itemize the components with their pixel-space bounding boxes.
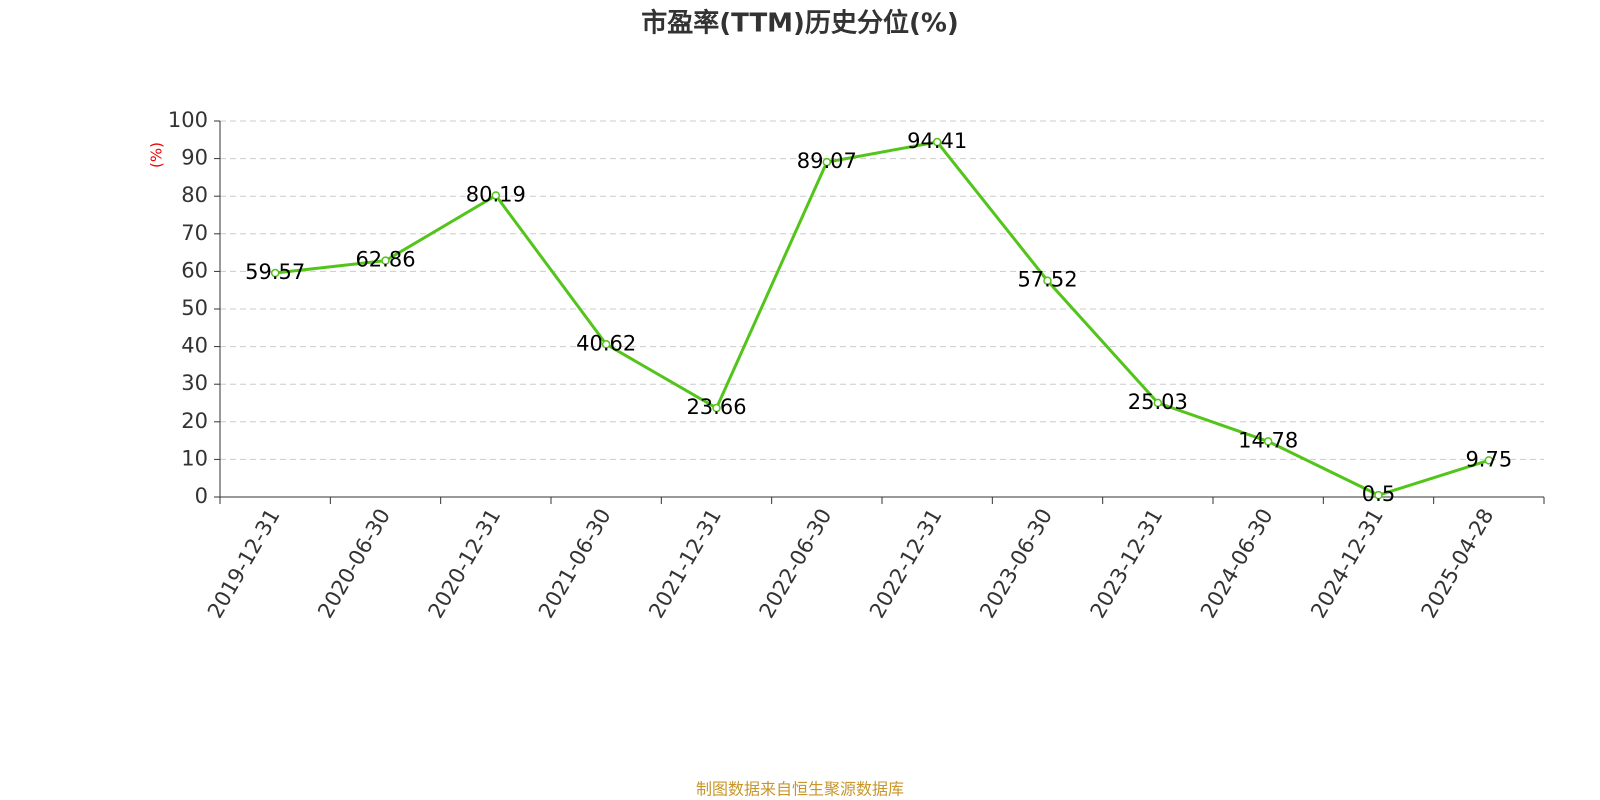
- x-tick-label: 2019-12-31: [203, 505, 285, 623]
- data-point: [1374, 490, 1383, 500]
- source-note: 制图数据来自恒生聚源数据库: [696, 780, 904, 799]
- y-tick-label: 30: [181, 371, 208, 395]
- data-point: [932, 137, 942, 147]
- data-point: [822, 157, 832, 167]
- y-tick-label: 10: [181, 446, 208, 470]
- data-point: [1153, 398, 1163, 408]
- y-axis-label: (%): [148, 142, 166, 168]
- data-label: 59.57: [245, 260, 305, 284]
- y-tick-label: 70: [181, 221, 208, 245]
- data-label: 40.62: [576, 331, 636, 355]
- x-tick-label: 2022-06-30: [755, 505, 837, 623]
- y-tick-label: 50: [181, 296, 208, 320]
- x-tick-label: 2021-06-30: [534, 505, 616, 623]
- x-tick-label: 2024-12-31: [1306, 505, 1388, 623]
- data-point: [712, 403, 721, 413]
- y-tick-label: 40: [181, 334, 208, 358]
- data-point: [1043, 276, 1052, 285]
- y-tick-label: 80: [181, 183, 208, 207]
- data-label: 23.66: [686, 395, 746, 419]
- data-label: 94.41: [907, 129, 967, 153]
- data-point: [1484, 456, 1494, 465]
- data-point: [270, 268, 280, 278]
- data-label: 0.5: [1362, 482, 1395, 506]
- y-tick-label: 0: [195, 484, 208, 508]
- data-point: [1263, 437, 1273, 446]
- y-tick-label: 20: [181, 409, 208, 433]
- data-point: [491, 191, 501, 200]
- y-tick-label: 60: [181, 258, 208, 282]
- data-label: 57.52: [1017, 268, 1077, 292]
- x-tick-label: 2020-12-31: [424, 505, 506, 623]
- data-label: 14.78: [1238, 428, 1298, 452]
- x-tick-label: 2022-12-31: [865, 505, 947, 623]
- chart-title: 市盈率(TTM)历史分位(%): [641, 8, 959, 39]
- x-tick-label: 2023-06-30: [975, 505, 1057, 623]
- x-tick-label: 2025-04-28: [1417, 505, 1499, 623]
- data-label: 25.03: [1128, 390, 1188, 414]
- data-point: [381, 256, 390, 265]
- data-label: 9.75: [1465, 447, 1512, 471]
- x-tick-label: 2024-06-30: [1196, 505, 1278, 623]
- data-label: 89.07: [797, 149, 857, 173]
- y-tick-label: 100: [168, 108, 208, 132]
- y-tick-label: 90: [181, 146, 208, 170]
- data-point: [601, 340, 611, 349]
- data-line: [274, 140, 1490, 497]
- x-tick-label: 2021-12-31: [644, 505, 726, 623]
- data-label: 80.19: [466, 182, 526, 206]
- x-tick-label: 2020-06-30: [313, 505, 395, 623]
- x-tick-label: 2023-12-31: [1086, 505, 1168, 623]
- data-label: 62.86: [355, 248, 415, 272]
